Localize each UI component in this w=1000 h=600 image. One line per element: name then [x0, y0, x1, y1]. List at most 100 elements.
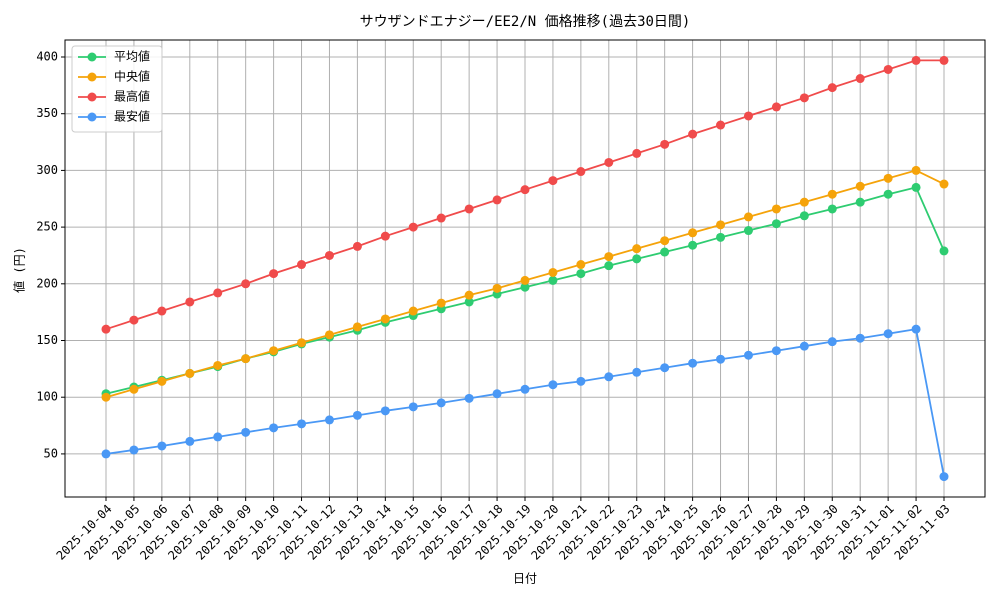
- y-tick-label: 300: [36, 163, 58, 177]
- data-point: [157, 441, 167, 451]
- data-point: [436, 398, 446, 408]
- data-point: [688, 228, 698, 238]
- data-point: [604, 252, 614, 262]
- data-point: [688, 240, 698, 250]
- data-point: [604, 261, 614, 271]
- data-point: [436, 213, 446, 223]
- data-point: [185, 368, 195, 378]
- data-point: [716, 354, 726, 364]
- data-point: [408, 402, 418, 412]
- data-point: [241, 279, 251, 289]
- data-point: [743, 350, 753, 360]
- data-point: [771, 204, 781, 214]
- data-point: [939, 179, 949, 189]
- data-point: [688, 358, 698, 368]
- data-point: [883, 64, 893, 74]
- data-point: [492, 389, 502, 399]
- y-tick-label: 400: [36, 50, 58, 64]
- data-point: [660, 363, 670, 373]
- legend-label: 最高値: [114, 89, 150, 104]
- data-point: [743, 212, 753, 222]
- data-point: [660, 247, 670, 257]
- legend-marker: [87, 72, 97, 82]
- legend-marker: [87, 112, 97, 122]
- legend-label: 最安値: [114, 109, 150, 124]
- chart-title: サウザンドエナジー/EE2/N 価格推移(過去30日間): [360, 14, 691, 30]
- legend-label: 平均値: [114, 49, 150, 64]
- x-axis-label: 日付: [513, 572, 537, 586]
- data-point: [604, 157, 614, 167]
- data-point: [380, 231, 390, 241]
- data-point: [492, 283, 502, 293]
- data-point: [380, 406, 390, 416]
- y-tick-label: 250: [36, 220, 58, 234]
- data-point: [380, 314, 390, 324]
- data-point: [324, 415, 334, 425]
- data-point: [771, 346, 781, 356]
- y-tick-label: 100: [36, 390, 58, 404]
- data-point: [297, 419, 307, 429]
- data-point: [771, 102, 781, 112]
- data-point: [520, 282, 530, 292]
- data-point: [855, 74, 865, 84]
- data-point: [604, 372, 614, 382]
- legend-box: [71, 45, 163, 133]
- data-point: [827, 83, 837, 93]
- data-point: [799, 341, 809, 351]
- data-point: [297, 260, 307, 270]
- data-point: [799, 93, 809, 103]
- data-point: [911, 182, 921, 192]
- data-point: [464, 393, 474, 403]
- data-point: [939, 55, 949, 65]
- data-point: [771, 219, 781, 229]
- data-point: [520, 275, 530, 285]
- data-point: [324, 330, 334, 340]
- data-point: [660, 236, 670, 246]
- data-point: [408, 306, 418, 316]
- data-point: [492, 195, 502, 205]
- y-axis-label: 値 (円): [12, 247, 27, 293]
- data-point: [716, 220, 726, 230]
- data-point: [855, 333, 865, 343]
- y-tick-label: 150: [36, 333, 58, 347]
- legend-marker: [87, 52, 97, 62]
- data-point: [269, 423, 279, 433]
- data-point: [911, 165, 921, 175]
- data-point: [185, 297, 195, 307]
- data-point: [352, 410, 362, 420]
- data-point: [408, 222, 418, 232]
- plot-frame: [64, 39, 986, 498]
- data-point: [716, 232, 726, 242]
- data-point: [743, 111, 753, 121]
- data-point: [855, 181, 865, 191]
- data-point: [576, 269, 586, 279]
- data-point: [743, 226, 753, 236]
- y-tick-label: 200: [36, 276, 58, 290]
- data-point: [827, 337, 837, 347]
- data-point: [185, 436, 195, 446]
- data-point: [799, 197, 809, 207]
- data-point: [548, 380, 558, 390]
- y-tick-label: 350: [36, 106, 58, 120]
- data-point: [101, 324, 111, 334]
- data-point: [129, 445, 139, 455]
- data-point: [911, 324, 921, 334]
- data-point: [883, 189, 893, 199]
- data-point: [632, 244, 642, 254]
- data-point: [548, 275, 558, 285]
- data-point: [632, 367, 642, 377]
- data-point: [576, 167, 586, 177]
- data-point: [911, 55, 921, 65]
- data-point: [688, 129, 698, 139]
- data-point: [101, 449, 111, 459]
- data-point: [883, 329, 893, 339]
- data-point: [632, 148, 642, 158]
- data-point: [129, 384, 139, 394]
- data-point: [241, 427, 251, 437]
- legend-marker: [87, 92, 97, 102]
- data-point: [157, 306, 167, 316]
- data-point: [213, 360, 223, 370]
- data-point: [883, 173, 893, 183]
